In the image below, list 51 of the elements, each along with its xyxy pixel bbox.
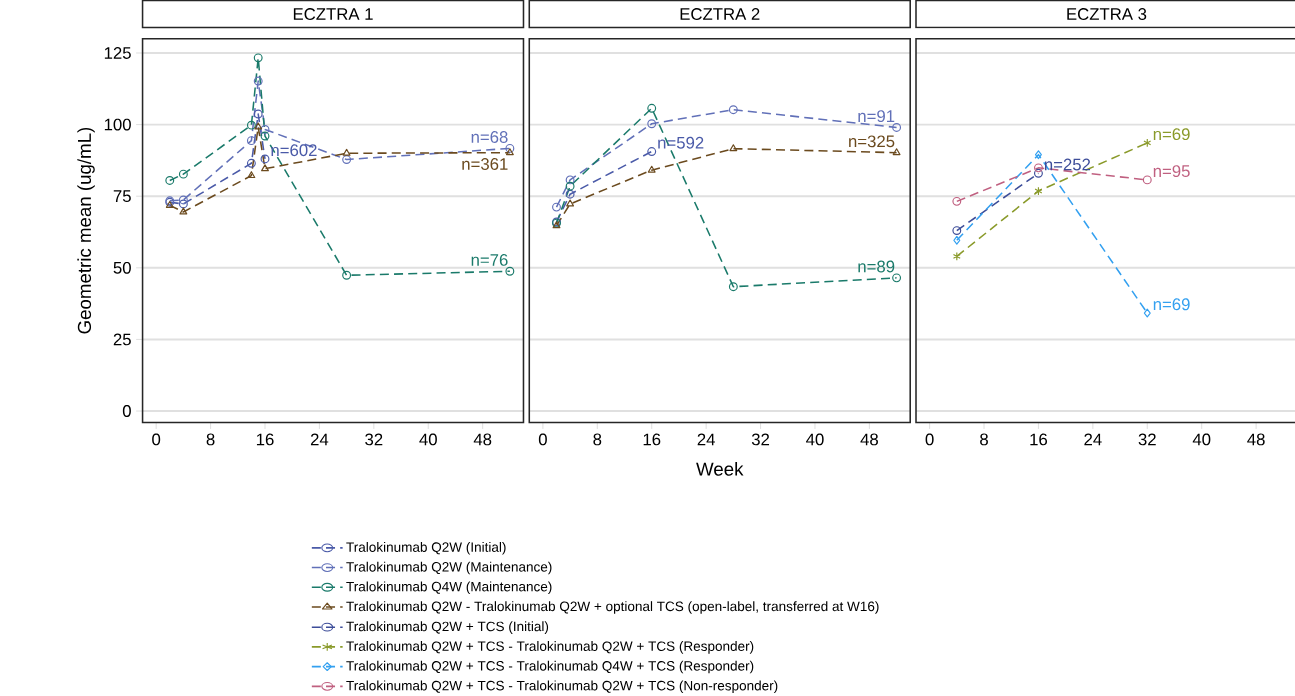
legend-label: Tralokinumab Q2W (Maintenance): [346, 561, 552, 575]
y-tick-label: 25: [113, 333, 131, 346]
x-tick-label: 24: [697, 433, 715, 446]
x-tick-label: 16: [256, 433, 274, 446]
annotation: n=361: [462, 158, 508, 170]
x-tick-label: 16: [1030, 433, 1048, 446]
x-tick-label: 0: [925, 433, 934, 446]
x-tick-label: 40: [806, 433, 824, 446]
legend-label: Tralokinumab Q2W + TCS - Tralokinumab Q2W + TCS (Responder): [346, 640, 754, 654]
annotation: n=69: [1153, 128, 1190, 141]
x-tick-label: 8: [206, 433, 215, 446]
y-axis-title: Geometric mean (ug/mL): [77, 127, 95, 334]
y-tick-label: 75: [113, 190, 131, 203]
y-tick-label: 100: [104, 118, 131, 131]
legend-label: Tralokinumab Q2W (Initial): [346, 541, 506, 555]
annotation: n=89: [858, 260, 895, 273]
x-tick-label: 8: [593, 433, 602, 446]
x-tick-label: 32: [365, 433, 383, 446]
chart-title: ECZTRA 1: [293, 8, 373, 20]
legend-label: Tralokinumab Q4W (Maintenance): [346, 581, 552, 595]
legend-label: Tralokinumab Q2W - Tralokinumab Q2W + optional TCS (open-label, transferred at W16): [346, 601, 879, 614]
legend-label: Tralokinumab Q2W + TCS - Tralokinumab Q4W + TCS (Responder): [346, 660, 754, 674]
legend-label: Tralokinumab Q2W + TCS - Tralokinumab Q2W + TCS (Non-responder): [346, 680, 778, 694]
x-tick-label: 24: [310, 433, 329, 446]
x-tick-label: 0: [152, 433, 161, 446]
annotation: n=325: [849, 135, 895, 148]
x-tick-label: 48: [473, 433, 492, 446]
x-axis-title: Week: [696, 461, 744, 476]
annotation: n=91: [858, 110, 895, 122]
x-tick-label: 16: [643, 433, 661, 446]
x-tick-label: 32: [1138, 433, 1156, 446]
chart-title: ECZTRA 2: [680, 8, 760, 20]
annotation: n=602: [271, 144, 317, 157]
chart-title: ECZTRA 3: [1067, 8, 1147, 20]
x-tick-label: 40: [1192, 433, 1211, 446]
x-tick-label: 8: [980, 433, 988, 446]
annotation: n=252: [1044, 158, 1091, 171]
x-tick-label: 48: [1247, 433, 1265, 446]
y-tick-label: 0: [122, 405, 131, 417]
annotation: n=69: [1153, 298, 1190, 311]
y-tick-label: 125: [104, 47, 131, 59]
annotation: n=76: [471, 253, 508, 266]
annotation: n=95: [1153, 165, 1190, 177]
y-tick-label: 50: [113, 261, 131, 274]
legend-label: Tralokinumab Q2W + TCS (Initial): [346, 621, 549, 634]
x-tick-label: 40: [419, 433, 437, 446]
annotation: n=68: [471, 131, 508, 143]
x-tick-label: 24: [1084, 433, 1102, 446]
x-tick-label: 0: [538, 433, 547, 446]
x-tick-label: 32: [751, 433, 770, 446]
x-tick-label: 48: [860, 433, 878, 446]
